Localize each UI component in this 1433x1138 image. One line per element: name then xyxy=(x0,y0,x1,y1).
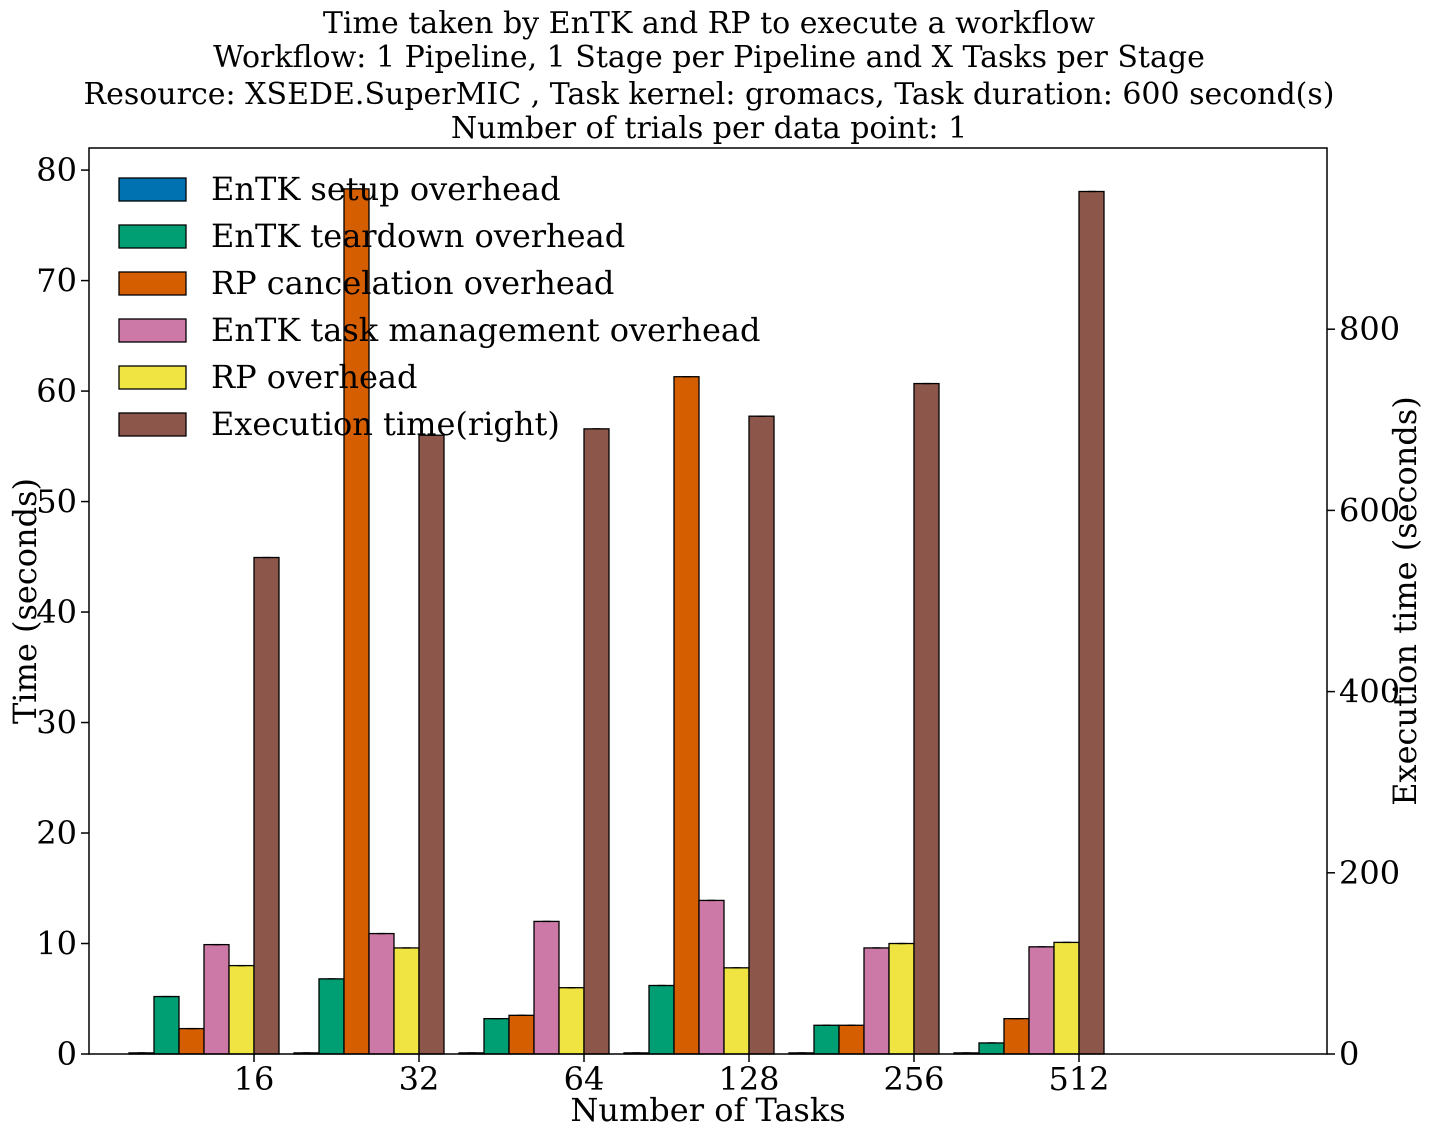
bar-rp-cancelation-overhead-512 xyxy=(1003,1017,1030,1055)
legend-swatch xyxy=(118,318,187,343)
y-tick-label: 20 xyxy=(36,814,77,852)
bar-entk-teardown-overhead-512 xyxy=(978,1042,1005,1055)
legend-label: EnTK task management overhead xyxy=(211,311,760,349)
bar-rp-cancelation-overhead-32 xyxy=(343,188,370,1055)
y-axis-label: Time (seconds) xyxy=(6,478,44,724)
bar-execution-time-right-128 xyxy=(748,415,775,1055)
legend-swatch xyxy=(118,365,187,390)
bar-entk-task-management-overhead-64 xyxy=(533,920,560,1055)
legend-label: EnTK setup overhead xyxy=(211,170,561,208)
bar-entk-task-management-overhead-128 xyxy=(698,899,725,1055)
y-tick-label: 10 xyxy=(36,925,77,963)
y-tick-label: 30 xyxy=(36,704,77,742)
bar-execution-time-right-256 xyxy=(913,382,940,1055)
x-tick-label: 64 xyxy=(564,1060,605,1098)
y2-tick-label: 200 xyxy=(1339,854,1400,892)
x-tick-label: 256 xyxy=(883,1060,944,1098)
bar-rp-cancelation-overhead-128 xyxy=(673,376,700,1055)
y2-tick-label: 400 xyxy=(1339,673,1400,711)
plot-area-frame xyxy=(88,147,1328,1055)
bar-entk-teardown-overhead-32 xyxy=(318,978,345,1055)
bar-execution-time-right-16 xyxy=(253,556,280,1055)
bar-rp-overhead-16 xyxy=(228,964,255,1055)
bar-entk-teardown-overhead-16 xyxy=(153,995,180,1055)
bar-entk-task-management-overhead-256 xyxy=(863,947,890,1055)
y-tick-label: 70 xyxy=(36,262,77,300)
y2-tick-label: 0 xyxy=(1339,1035,1359,1073)
bar-rp-overhead-256 xyxy=(888,942,915,1055)
chart-title-line-3: Resource: XSEDE.SuperMIC , Task kernel: … xyxy=(84,77,1335,112)
bar-rp-overhead-32 xyxy=(393,947,420,1055)
x-tick-label: 32 xyxy=(399,1060,440,1098)
bar-rp-cancelation-overhead-64 xyxy=(508,1014,535,1055)
legend-swatch xyxy=(118,224,187,249)
legend-swatch xyxy=(118,412,187,437)
legend-label: EnTK teardown overhead xyxy=(211,217,625,255)
bars-group xyxy=(128,188,1105,1055)
bar-rp-overhead-128 xyxy=(723,967,750,1055)
bar-entk-teardown-overhead-64 xyxy=(483,1017,510,1055)
bar-execution-time-right-32 xyxy=(418,434,445,1055)
bar-rp-overhead-64 xyxy=(558,987,585,1055)
x-tick-label: 128 xyxy=(718,1060,779,1098)
bar-execution-time-right-64 xyxy=(583,428,610,1055)
x-tick-label: 512 xyxy=(1048,1060,1109,1098)
y-tick-label: 50 xyxy=(36,483,77,521)
x-tick-label: 16 xyxy=(234,1060,275,1098)
bar-entk-teardown-overhead-256 xyxy=(813,1024,840,1055)
chart-title-line-4: Number of trials per data point: 1 xyxy=(451,111,967,146)
x-axis-label: Number of Tasks xyxy=(570,1091,845,1129)
right-axis-ticks: 0 200 400 600 800 xyxy=(1327,310,1400,1073)
bar-rp-cancelation-overhead-256 xyxy=(838,1024,865,1055)
y-tick-label: 40 xyxy=(36,593,77,631)
bar-execution-time-right-512 xyxy=(1078,190,1105,1055)
y-tick-label: 60 xyxy=(36,372,77,410)
y-tick-label: 0 xyxy=(57,1035,77,1073)
bar-rp-overhead-512 xyxy=(1053,941,1080,1055)
bar-rp-cancelation-overhead-16 xyxy=(178,1027,205,1055)
legend-swatch xyxy=(118,271,187,296)
bar-entk-teardown-overhead-128 xyxy=(648,984,675,1055)
legend-label: RP overhead xyxy=(211,358,417,396)
left-axis-ticks: 0 10 20 30 40 50 60 70 80 xyxy=(36,151,89,1073)
legend-label: Execution time(right) xyxy=(211,405,560,443)
bar-entk-task-management-overhead-512 xyxy=(1028,946,1055,1055)
y-tick-label: 80 xyxy=(36,151,77,189)
chart-title-line-1: Time taken by EnTK and RP to execute a w… xyxy=(323,6,1095,41)
y2-tick-label: 800 xyxy=(1339,310,1400,348)
legend: EnTK setup overhead EnTK teardown overhea… xyxy=(118,170,760,443)
x-axis-ticks: 16 32 64 128 256 512 xyxy=(234,1054,1110,1098)
chart-title-line-2: Workflow: 1 Pipeline, 1 Stage per Pipeli… xyxy=(213,40,1205,75)
legend-swatch xyxy=(118,177,187,202)
bar-entk-task-management-overhead-32 xyxy=(368,932,395,1055)
legend-label: RP cancelation overhead xyxy=(211,264,614,302)
y2-axis-label: Execution time (seconds) xyxy=(1386,396,1424,806)
y2-tick-label: 600 xyxy=(1339,491,1400,529)
bar-entk-task-management-overhead-16 xyxy=(203,943,230,1055)
